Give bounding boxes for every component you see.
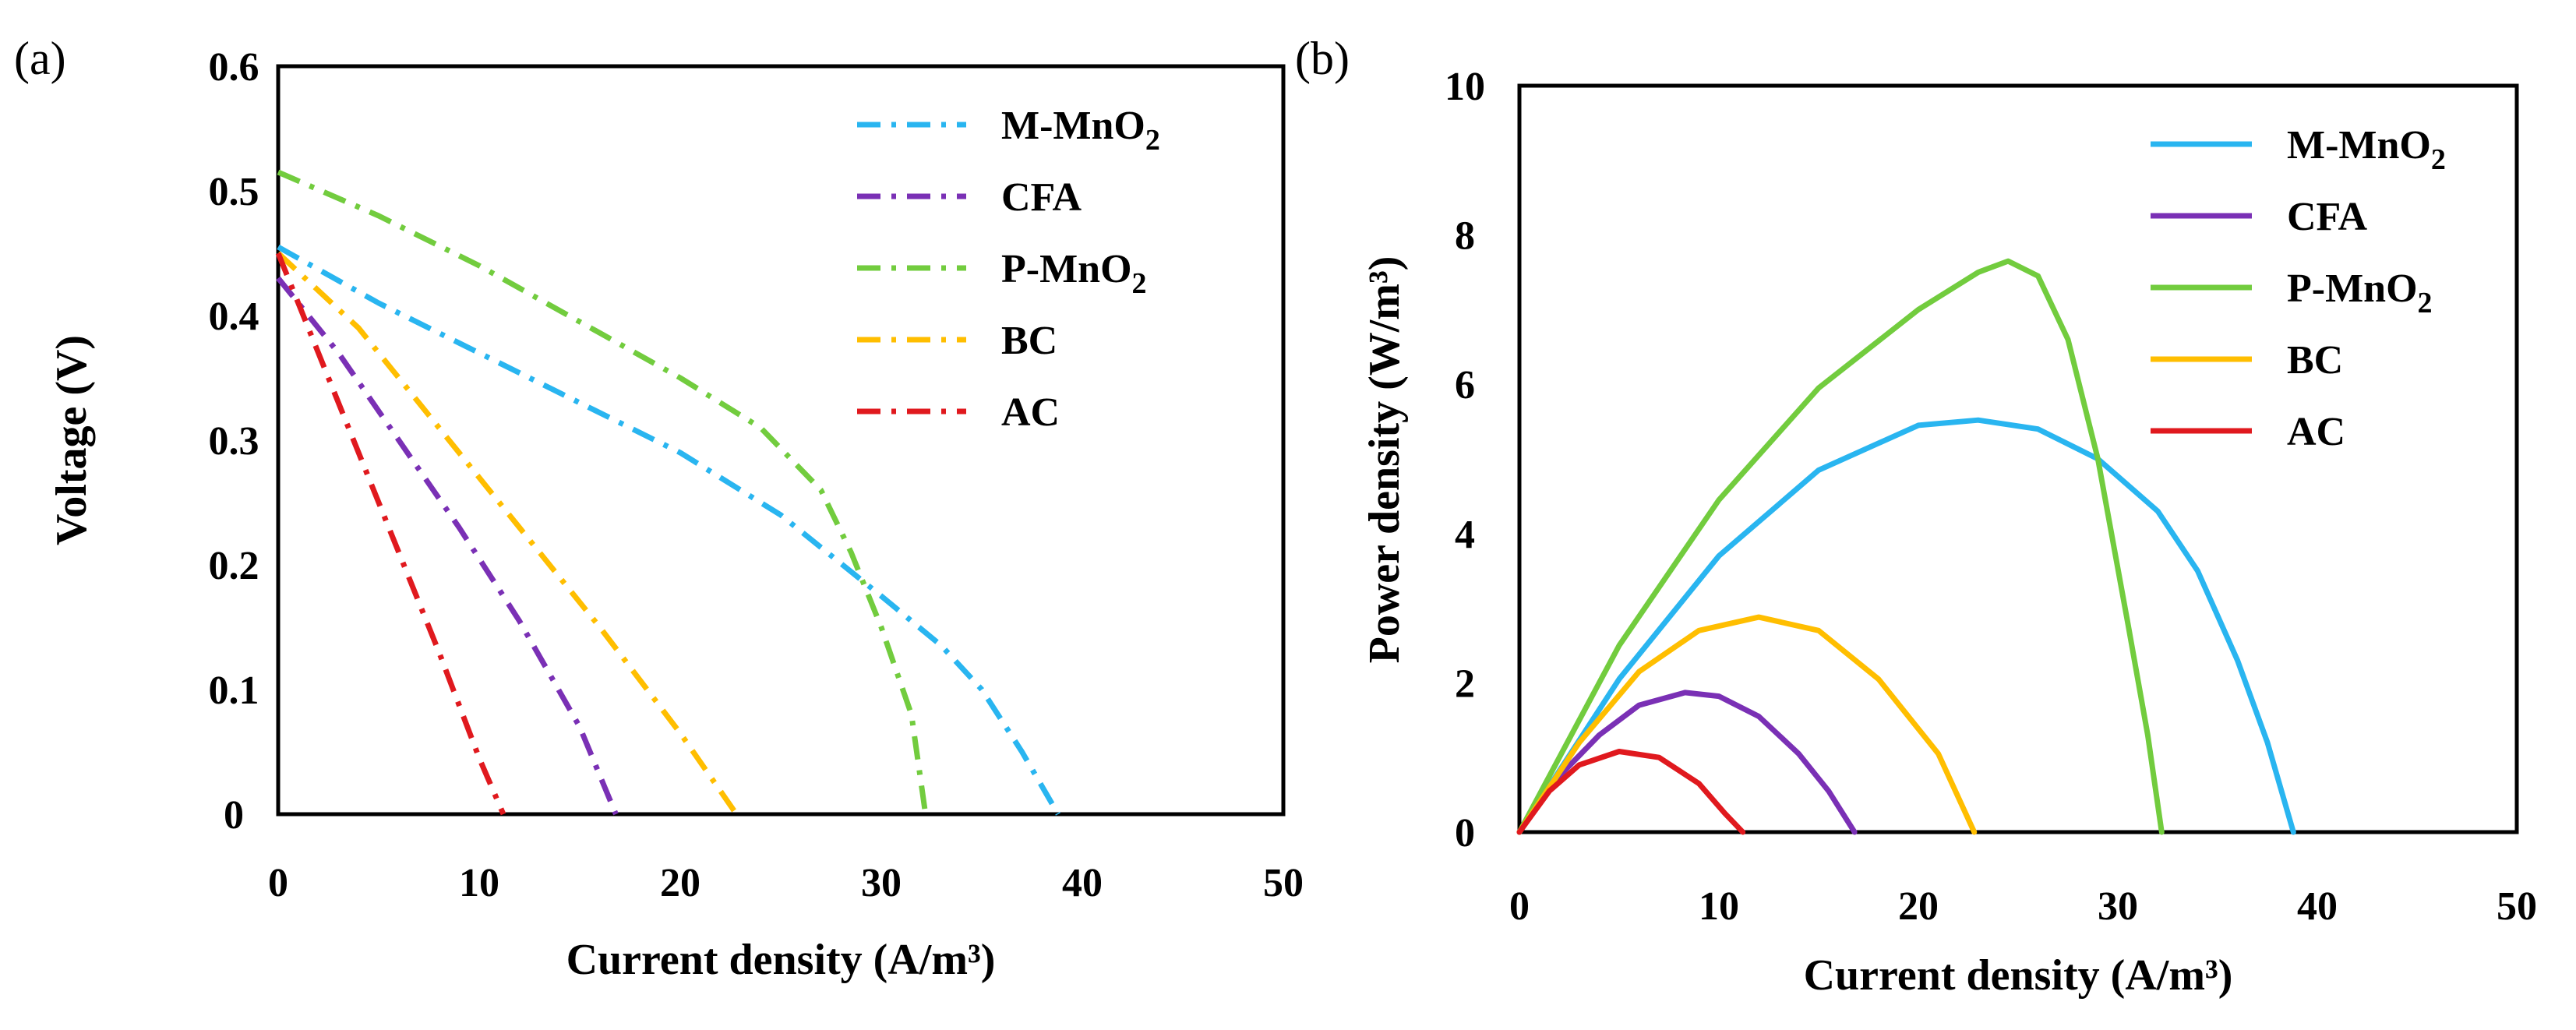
panel-b-y-axis-label: Power density (W/m³) [1360, 256, 1409, 664]
y-tick-label: 2 [1455, 661, 1475, 706]
legend-label: CFA [1001, 175, 1082, 220]
y-tick-label: 0 [1455, 811, 1475, 855]
x-tick-label: 10 [1699, 884, 1739, 929]
panel-b-x-ticks: 0 10 20 30 40 50 [1509, 884, 2537, 929]
legend-label: P-MnO2 [2287, 266, 2433, 319]
y-tick-label: 0.2 [209, 544, 259, 588]
x-tick-label: 30 [861, 861, 902, 905]
panel-a-plot-frame [276, 64, 1286, 817]
panel-a-voltage-chart: (a) Voltage (V) Current density (A/m³) 0… [14, 33, 1304, 984]
legend-label-text: M-MnO [2287, 123, 2431, 168]
panel-a-label: (a) [14, 33, 66, 84]
x-tick-label: 50 [1263, 861, 1304, 905]
y-tick-label: 0.5 [209, 170, 259, 214]
series-line-cfa [1516, 690, 1858, 835]
y-tick-label: 0.1 [209, 668, 259, 713]
legend-label: CFA [2287, 195, 2367, 239]
legend-label-text: BC [2287, 338, 2343, 383]
series-line-ac [275, 252, 506, 816]
legend-label-text: CFA [2287, 195, 2367, 239]
x-tick-label: 20 [1898, 884, 1939, 929]
x-tick-label: 20 [660, 861, 700, 905]
x-tick-label: 40 [2297, 884, 2338, 929]
y-tick-label: 0.4 [209, 295, 259, 339]
y-tick-label: 0.6 [209, 45, 259, 90]
legend-label-text: AC [1001, 390, 1060, 435]
legend-label: M-MnO2 [2287, 123, 2446, 176]
x-tick-label: 0 [268, 861, 288, 905]
legend-label: M-MnO2 [1001, 104, 1160, 157]
legend-label-text: P-MnO [1001, 247, 1132, 291]
legend-label: P-MnO2 [1001, 247, 1147, 300]
y-tick-label: 4 [1455, 513, 1475, 557]
legend-label: BC [1001, 319, 1057, 363]
series-line-m-mno2 [277, 244, 1061, 816]
series-line-bc [276, 251, 739, 816]
legend-label-text: M-MnO [1001, 104, 1145, 148]
y-tick-label: 0.3 [209, 419, 259, 464]
legend-label-text: P-MnO [2287, 266, 2418, 311]
panel-b-label: (b) [1295, 33, 1350, 84]
legend-label-text: CFA [1001, 175, 1082, 220]
x-tick-label: 50 [2497, 884, 2537, 929]
legend-label: AC [2287, 410, 2345, 454]
x-tick-label: 0 [1509, 884, 1530, 929]
series-line-p-mno2 [1516, 258, 2165, 835]
panel-b-power-chart: (b) Power density (W/m³) Current density… [1295, 33, 2537, 1000]
legend-label-subscript: 2 [2431, 143, 2446, 176]
y-tick-label: 8 [1455, 214, 1475, 259]
panel-b-plot-frame [1517, 83, 2519, 834]
series-line-cfa [276, 276, 619, 816]
legend-label-text: BC [1001, 319, 1057, 363]
series-line-m-mno2 [1516, 417, 2296, 835]
legend-label-subscript: 2 [1132, 267, 1147, 300]
x-tick-label: 10 [459, 861, 499, 905]
x-tick-label: 40 [1062, 861, 1103, 905]
panel-b-series-lines [1516, 258, 2296, 835]
legend-label-subscript: 2 [1145, 124, 1160, 157]
y-tick-label: 0 [224, 793, 244, 838]
panel-b-x-axis-label: Current density (A/m³) [1804, 951, 2233, 1000]
series-line-bc [1516, 614, 1978, 835]
panel-a-x-ticks: 0 10 20 30 40 50 [268, 861, 1304, 905]
panel-a-series-lines [275, 169, 1061, 816]
x-tick-label: 30 [2098, 884, 2138, 929]
legend-label: AC [1001, 390, 1060, 435]
legend-label-text: AC [2287, 410, 2345, 454]
panel-a-y-axis-label: Voltage (V) [48, 335, 96, 545]
series-line-p-mno2 [277, 169, 929, 815]
y-tick-label: 10 [1445, 65, 1485, 109]
panel-a-x-axis-label: Current density (A/m³) [566, 936, 996, 984]
y-tick-label: 6 [1455, 363, 1475, 407]
legend-label: BC [2287, 338, 2343, 383]
panel-b-y-ticks: 0 2 4 6 8 10 [1445, 65, 1485, 855]
panel-a-y-ticks: 0 0.1 0.2 0.3 0.4 0.5 0.6 [209, 45, 259, 838]
legend-label-subscript: 2 [2418, 287, 2433, 319]
series-line-ac [1516, 749, 1746, 835]
